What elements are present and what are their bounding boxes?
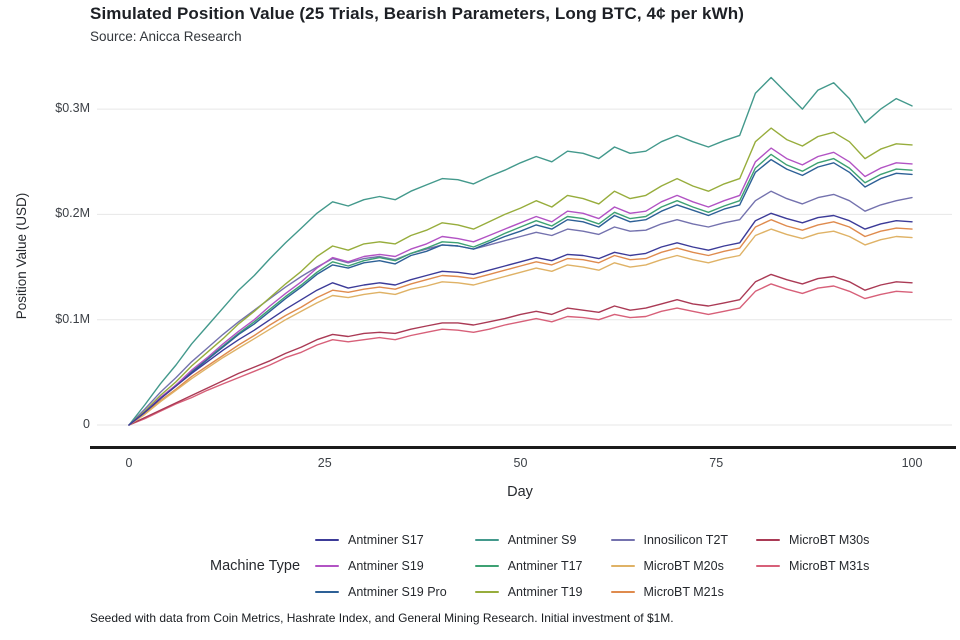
legend-title: Machine Type xyxy=(210,558,301,574)
legend-label: Antminer S19 xyxy=(348,559,424,573)
legend-label: Antminer T19 xyxy=(507,585,583,599)
legend-item-antminer-s19-pro: Antminer S19 Pro xyxy=(315,579,447,605)
legend-label: Antminer S17 xyxy=(348,533,424,547)
line-antminer-t17 xyxy=(128,153,913,426)
legend-item-microbt-m21s: MicroBT M21s xyxy=(610,579,729,605)
line-microbt-m21s xyxy=(128,218,913,426)
x-tick-label: 50 xyxy=(513,456,528,470)
chart-title: Simulated Position Value (25 Trials, Bea… xyxy=(90,4,744,23)
y-tick-label: 0 xyxy=(83,417,90,431)
legend-item-antminer-s19: Antminer S19 xyxy=(315,553,447,579)
legend-item-microbt-m30s: MicroBT M30s xyxy=(756,527,869,553)
legend-swatch xyxy=(315,591,340,593)
legend-swatch xyxy=(756,565,781,567)
line-antminer-s17 xyxy=(128,212,913,426)
y-tick-label: $0.3M xyxy=(55,101,90,116)
legend-label: MicroBT M21s xyxy=(643,585,724,599)
x-tick-label: 0 xyxy=(125,456,133,470)
legend-label: Antminer S19 Pro xyxy=(348,585,447,599)
line-microbt-m30s xyxy=(128,273,913,426)
legend-swatch xyxy=(610,565,635,567)
line-microbt-m20s xyxy=(128,228,913,426)
legend-item-antminer-s17: Antminer S17 xyxy=(315,527,447,553)
legend-swatch xyxy=(474,565,499,567)
legend-swatch xyxy=(474,539,499,541)
x-axis-line xyxy=(90,446,956,449)
x-tick-label: 25 xyxy=(317,456,332,470)
legend-label: Antminer T17 xyxy=(507,559,583,573)
legend-label: Antminer S9 xyxy=(507,533,577,547)
legend-item-microbt-m20s: MicroBT M20s xyxy=(610,553,729,579)
y-tick-label: $0.2M xyxy=(55,206,90,221)
legend-swatch xyxy=(315,539,340,541)
legend-swatch xyxy=(610,539,635,541)
legend-item-antminer-s9: Antminer S9 xyxy=(474,527,583,553)
legend-label: Innosilicon T2T xyxy=(643,533,729,547)
legend-swatch xyxy=(474,591,499,593)
line-antminer-s19 xyxy=(128,147,913,426)
legend-item-antminer-t19: Antminer T19 xyxy=(474,579,583,605)
x-tick-label: 100 xyxy=(901,456,923,470)
legend: Machine Type Antminer S17 Antminer S19 Ant… xyxy=(210,527,869,605)
line-antminer-s19-pro xyxy=(128,158,913,426)
legend-label: MicroBT M20s xyxy=(643,559,724,573)
legend-swatch xyxy=(756,539,781,541)
legend-label: MicroBT M30s xyxy=(789,533,870,547)
y-tick-label: $0.1M xyxy=(55,311,90,326)
x-axis-label: Day xyxy=(507,484,533,500)
legend-swatch xyxy=(610,591,635,593)
chart-subtitle: Source: Anicca Research xyxy=(90,29,242,44)
footnote: Seeded with data from Coin Metrics, Hash… xyxy=(90,611,674,625)
legend-item-microbt-m31s: MicroBT M31s xyxy=(756,553,869,579)
legend-grid: Antminer S17 Antminer S19 Antminer S19 Pro… xyxy=(315,527,869,605)
legend-item-antminer-t17: Antminer T17 xyxy=(474,553,583,579)
legend-swatch xyxy=(315,565,340,567)
legend-label: MicroBT M31s xyxy=(789,559,870,573)
line-antminer-t19 xyxy=(128,127,913,426)
x-tick-label: 75 xyxy=(709,456,724,470)
line-antminer-s9 xyxy=(128,76,913,426)
legend-item-innosilicon-t2t: Innosilicon T2T xyxy=(610,527,729,553)
line-microbt-m31s xyxy=(128,283,913,426)
